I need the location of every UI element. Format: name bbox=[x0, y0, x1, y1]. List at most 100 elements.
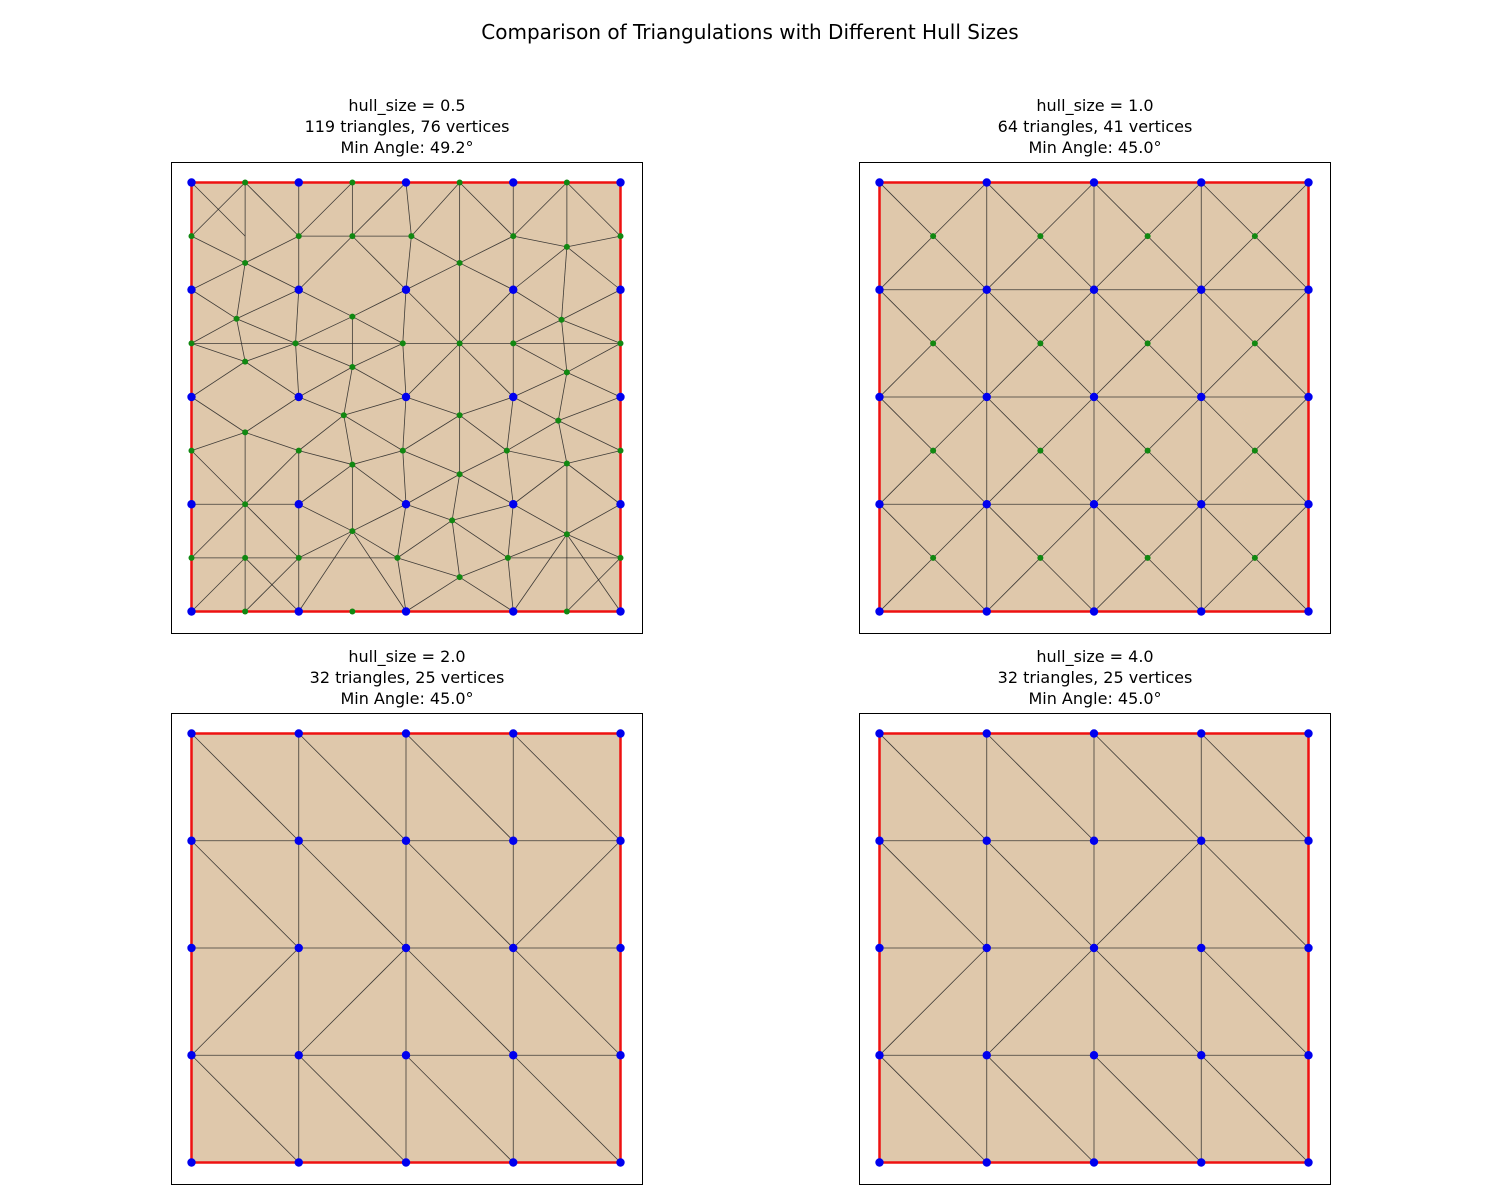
mesh-edge bbox=[1147, 557, 1202, 612]
hull-vertex bbox=[187, 836, 196, 845]
mesh-edge bbox=[451, 520, 461, 578]
hull-vertex bbox=[1197, 607, 1206, 616]
mesh-edge bbox=[298, 1054, 407, 1163]
hull-vertex bbox=[1197, 729, 1206, 738]
hull-vertex bbox=[616, 607, 625, 616]
mesh-edge bbox=[1093, 289, 1148, 344]
hull-vertex bbox=[187, 1158, 196, 1167]
hull-vertex bbox=[509, 500, 518, 509]
mesh-edge bbox=[191, 396, 246, 433]
mesh-edge bbox=[1254, 343, 1309, 398]
min-angle-label: Min Angle: 45.0° bbox=[1028, 689, 1162, 708]
mesh-edge bbox=[506, 396, 514, 451]
mesh-edge bbox=[1147, 450, 1202, 505]
mesh-edge bbox=[1093, 503, 1148, 559]
mesh-edge bbox=[932, 450, 988, 505]
interior-vertex bbox=[188, 340, 195, 347]
interior-vertex bbox=[1144, 233, 1151, 240]
mesh-edge bbox=[402, 396, 407, 451]
mesh-edge bbox=[405, 503, 453, 521]
mesh-edge bbox=[411, 235, 460, 264]
interior-vertex bbox=[295, 554, 302, 561]
mesh-edge bbox=[402, 450, 407, 505]
mesh-edge bbox=[459, 414, 508, 451]
hull-vertex bbox=[875, 1051, 884, 1060]
interior-vertex bbox=[1144, 554, 1151, 561]
hull-vertex bbox=[401, 1051, 411, 1060]
mesh-edge bbox=[1147, 503, 1202, 559]
interior-vertex bbox=[1251, 554, 1258, 561]
mesh-edge bbox=[298, 182, 353, 237]
hull-vertex bbox=[1197, 392, 1206, 402]
mesh-edge bbox=[566, 503, 621, 535]
interior-vertex bbox=[558, 316, 565, 323]
interior-vertex bbox=[456, 412, 463, 419]
axes bbox=[859, 162, 1331, 634]
hull-vertex bbox=[616, 500, 625, 509]
mesh-edge bbox=[405, 396, 460, 416]
mesh-edge bbox=[405, 473, 460, 505]
interior-vertex bbox=[563, 179, 570, 186]
mesh-edge bbox=[566, 463, 621, 505]
mesh-edge bbox=[405, 343, 460, 398]
hull-vertex bbox=[1304, 1158, 1313, 1167]
interior-vertex bbox=[242, 554, 249, 561]
interior-vertex bbox=[1144, 340, 1151, 347]
interior-vertex bbox=[1037, 554, 1044, 561]
mesh-edge bbox=[1200, 182, 1256, 237]
interior-vertex bbox=[349, 313, 356, 320]
hull-vertex bbox=[294, 500, 303, 509]
hull-vertex bbox=[982, 1158, 991, 1167]
mesh-edge bbox=[512, 840, 621, 949]
hull-vertex bbox=[875, 729, 884, 738]
interior-vertex bbox=[188, 447, 195, 454]
mesh-edge bbox=[405, 289, 460, 344]
mesh-edge bbox=[397, 557, 407, 612]
mesh-edge bbox=[191, 1054, 300, 1163]
hull-vertex bbox=[1089, 836, 1099, 845]
mesh-edge bbox=[405, 840, 514, 949]
mesh-edge bbox=[191, 557, 246, 612]
hull-vertex bbox=[294, 1158, 303, 1167]
hull-vertex bbox=[1089, 500, 1099, 509]
mesh-edge bbox=[513, 371, 568, 398]
hull-vertex bbox=[401, 500, 411, 509]
mesh-edge bbox=[191, 182, 246, 237]
mesh-edge bbox=[244, 557, 300, 612]
mesh-edge bbox=[244, 361, 299, 398]
mesh-edge bbox=[459, 235, 514, 264]
interior-vertex bbox=[399, 340, 406, 347]
hull-vertex bbox=[982, 836, 991, 845]
mesh-edge bbox=[507, 504, 514, 558]
mesh-edge bbox=[506, 420, 559, 451]
mesh-edge bbox=[405, 576, 460, 612]
interior-vertex bbox=[349, 179, 356, 186]
mesh-edge bbox=[1200, 235, 1256, 291]
hull-vertex bbox=[401, 178, 411, 187]
hull-vertex bbox=[875, 178, 884, 187]
mesh-edge bbox=[298, 235, 353, 291]
hull-vertex bbox=[509, 178, 518, 187]
mesh-edge bbox=[1040, 235, 1095, 291]
mesh-edge bbox=[879, 1054, 988, 1163]
interior-vertex bbox=[349, 363, 356, 370]
mesh-edge bbox=[879, 182, 934, 237]
interior-vertex bbox=[1251, 340, 1258, 347]
mesh-edge bbox=[986, 289, 1041, 344]
hull-vertex bbox=[1304, 607, 1313, 616]
mesh-edge bbox=[566, 450, 621, 464]
interior-vertex bbox=[242, 259, 249, 266]
mesh-edge bbox=[1093, 396, 1148, 451]
mesh-edge bbox=[558, 420, 621, 451]
interior-vertex bbox=[930, 233, 937, 240]
hull-vertex bbox=[294, 392, 303, 402]
mesh-edge bbox=[191, 318, 237, 344]
mesh-edge bbox=[879, 733, 988, 842]
mesh-edge bbox=[1040, 557, 1095, 612]
mesh-edge bbox=[566, 343, 621, 373]
mesh-edge bbox=[405, 182, 412, 237]
hull-vertex bbox=[1304, 500, 1313, 509]
mesh-edge bbox=[191, 947, 300, 1056]
hull-vertex bbox=[616, 178, 625, 187]
mesh-edge bbox=[352, 503, 407, 532]
